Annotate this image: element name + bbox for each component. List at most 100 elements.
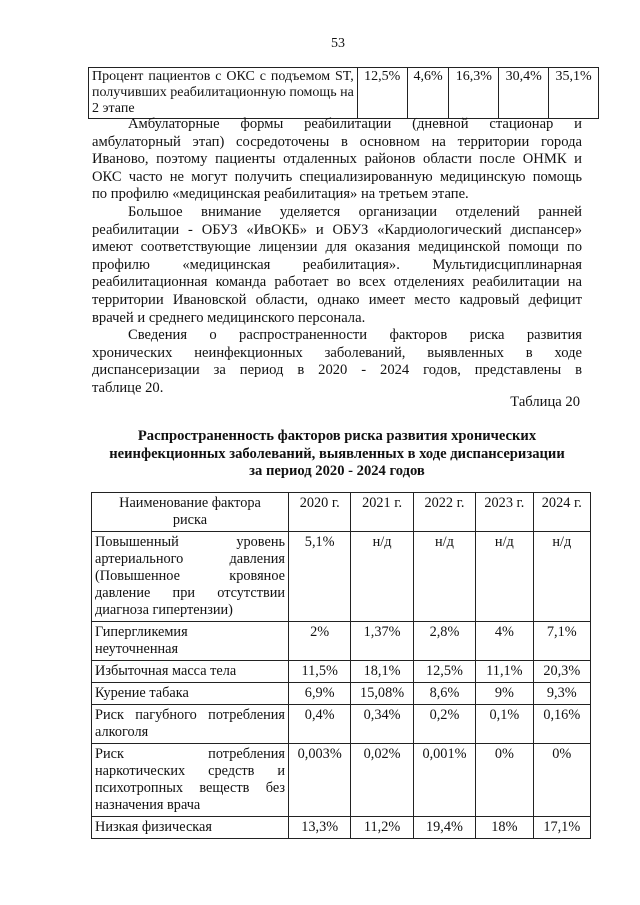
factor-line: назначения врача	[95, 797, 201, 813]
value-cell: 0,16%	[532, 704, 592, 744]
text-line: имеют соответствующие лицензии для оказа…	[92, 239, 582, 256]
value-cell: 5,1%	[287, 531, 352, 622]
value-cell: 7,1%	[532, 621, 592, 661]
value-cell: 9%	[475, 682, 534, 705]
value-cell: 4%	[475, 621, 534, 661]
text-line: профилю «медицинская реабилитация». Муль…	[92, 256, 582, 273]
risk-factors-table: Наименование фактора риска 2020 г. 2021 …	[91, 492, 592, 839]
text-line: амбулаторный этап) сосредоточены в основ…	[92, 133, 582, 150]
value-cell: 18,1%	[350, 660, 414, 683]
header-line: Наименование фактора	[119, 495, 261, 511]
value-cell: 15,08%	[350, 682, 414, 705]
value-cell: н/д	[532, 531, 592, 622]
value-cell: 30,4%	[498, 67, 550, 119]
value-cell: 2,8%	[412, 621, 477, 661]
value-cell: н/д	[350, 531, 414, 622]
text-line: Иваново, поэтому пациенты отдаленных рай…	[92, 151, 582, 168]
factor-line: диагноза гипертензии)	[95, 602, 233, 618]
value-cell: 11,2%	[350, 816, 414, 839]
label-line: 2 этапе	[92, 101, 135, 116]
table-row: Курение табака 6,9% 15,08% 8,6% 9% 9,3%	[91, 682, 592, 705]
value-cell: 0,003%	[287, 743, 352, 817]
table-title: Распространенность факторов риска развит…	[92, 428, 582, 481]
header-line: риска	[172, 512, 208, 528]
factor-cell: Повышенный уровень артериального давления…	[91, 531, 289, 622]
value-cell: 11,5%	[287, 660, 352, 683]
table-title-line: неинфекционных заболеваний, выявленных в…	[109, 445, 565, 462]
factor-cell: Низкая физическая	[91, 816, 289, 839]
value-cell: 20,3%	[532, 660, 592, 683]
header-year: 2022 г.	[412, 492, 477, 532]
value-cell: 0,02%	[350, 743, 414, 817]
table-row: Избыточная масса тела 11,5% 18,1% 12,5% 11,1…	[91, 660, 592, 683]
header-year: 2020 г.	[287, 492, 352, 532]
text-line: хронических неинфекционных заболеваний, …	[92, 344, 582, 361]
value-cell: 9,3%	[532, 682, 592, 705]
factor-line: Повышенный уровень	[95, 534, 285, 550]
value-cell: 4,6%	[406, 67, 450, 119]
factor-cell: Курение табака	[91, 682, 289, 705]
text-line: диспансеризации за период в 2020 - 2024 …	[92, 362, 582, 379]
factor-line: Риск потребления	[95, 746, 285, 762]
table-row: Низкая физическая 13,3% 11,2% 19,4% 18% 17,1%	[91, 816, 592, 839]
row-label: Процент пациентов с ОКС с подъемом ST, по…	[88, 67, 358, 119]
table-label: Таблица 20	[510, 394, 580, 410]
header-year: 2021 г.	[350, 492, 414, 532]
factor-line: алкоголя	[95, 724, 149, 740]
value-cell: 0,001%	[412, 743, 477, 817]
factor-line: (Повышенное кровяное	[95, 568, 285, 584]
page-number: 53	[331, 36, 345, 51]
text-line: территории Ивановской области, однако им…	[92, 291, 582, 308]
factor-line: Курение табака	[95, 685, 189, 701]
factor-line: неуточненная	[95, 641, 179, 657]
text-line: Сведения о распространенности факторов р…	[128, 327, 582, 344]
value-cell: н/д	[475, 531, 534, 622]
value-cell: 13,3%	[287, 816, 352, 839]
value-cell: 17,1%	[532, 816, 592, 839]
top-table-fragment: Процент пациентов с ОКС с подъемом ST, по…	[88, 67, 599, 119]
table-header-row: Наименование фактора риска 2020 г. 2021 …	[91, 492, 592, 532]
value-cell: 0,1%	[475, 704, 534, 744]
factor-line: Риск пагубного потребления	[95, 707, 285, 723]
body-text: Амбулаторные формы реабилитации (дневной…	[92, 116, 582, 398]
value-cell: 16,3%	[448, 67, 500, 119]
factor-line: давление при отсутствии	[95, 585, 285, 601]
table-title-line: Распространенность факторов риска развит…	[137, 428, 537, 444]
text-line: реабилитации - ОБУЗ «ИвОКБ» и ОБУЗ «Кард…	[92, 221, 582, 238]
table-title-line: за период 2020 - 2024 годов	[249, 463, 425, 480]
value-cell: 2%	[287, 621, 352, 661]
value-cell: 0%	[475, 743, 534, 817]
table-row: Повышенный уровень артериального давления…	[91, 531, 592, 622]
value-cell: н/д	[412, 531, 477, 622]
text-line: Большое внимание уделяется организации о…	[128, 203, 582, 220]
paragraph: Сведения о распространенности факторов р…	[92, 327, 582, 397]
factor-cell: Избыточная масса тела	[91, 660, 289, 683]
header-factor: Наименование фактора риска	[91, 492, 289, 532]
value-cell: 12,5%	[356, 67, 408, 119]
value-cell: 11,1%	[475, 660, 534, 683]
factor-line: Избыточная масса тела	[95, 663, 237, 679]
text-line: Амбулаторные формы реабилитации (дневной…	[128, 116, 582, 132]
value-cell: 0%	[532, 743, 592, 817]
value-cell: 0,34%	[350, 704, 414, 744]
value-cell: 12,5%	[412, 660, 477, 683]
text-line: таблице 20.	[92, 379, 164, 396]
factor-line: артериального давления	[95, 551, 285, 567]
header-year: 2023 г.	[475, 492, 534, 532]
factor-line: психотропных веществ без	[95, 780, 285, 796]
factor-line: наркотических средств и	[95, 763, 285, 779]
value-cell: 0,2%	[412, 704, 477, 744]
value-cell: 35,1%	[548, 67, 599, 119]
paragraph: Большое внимание уделяется организации о…	[92, 204, 582, 327]
value-cell: 0,4%	[287, 704, 352, 744]
factor-cell: Гипергликемия неуточненная	[91, 621, 289, 661]
header-year: 2024 г.	[532, 492, 592, 532]
table-row: Риск пагубного потребления алкоголя 0,4% 0,…	[91, 704, 592, 744]
table-row: Гипергликемия неуточненная 2% 1,37% 2,8% 4% 7,…	[91, 621, 592, 661]
value-cell: 8,6%	[412, 682, 477, 705]
label-line: Процент пациентов с ОКС с подъемом ST,	[92, 69, 354, 84]
text-line: реабилитационная команда работает во все…	[92, 274, 582, 291]
factor-line: Низкая физическая	[95, 819, 212, 835]
